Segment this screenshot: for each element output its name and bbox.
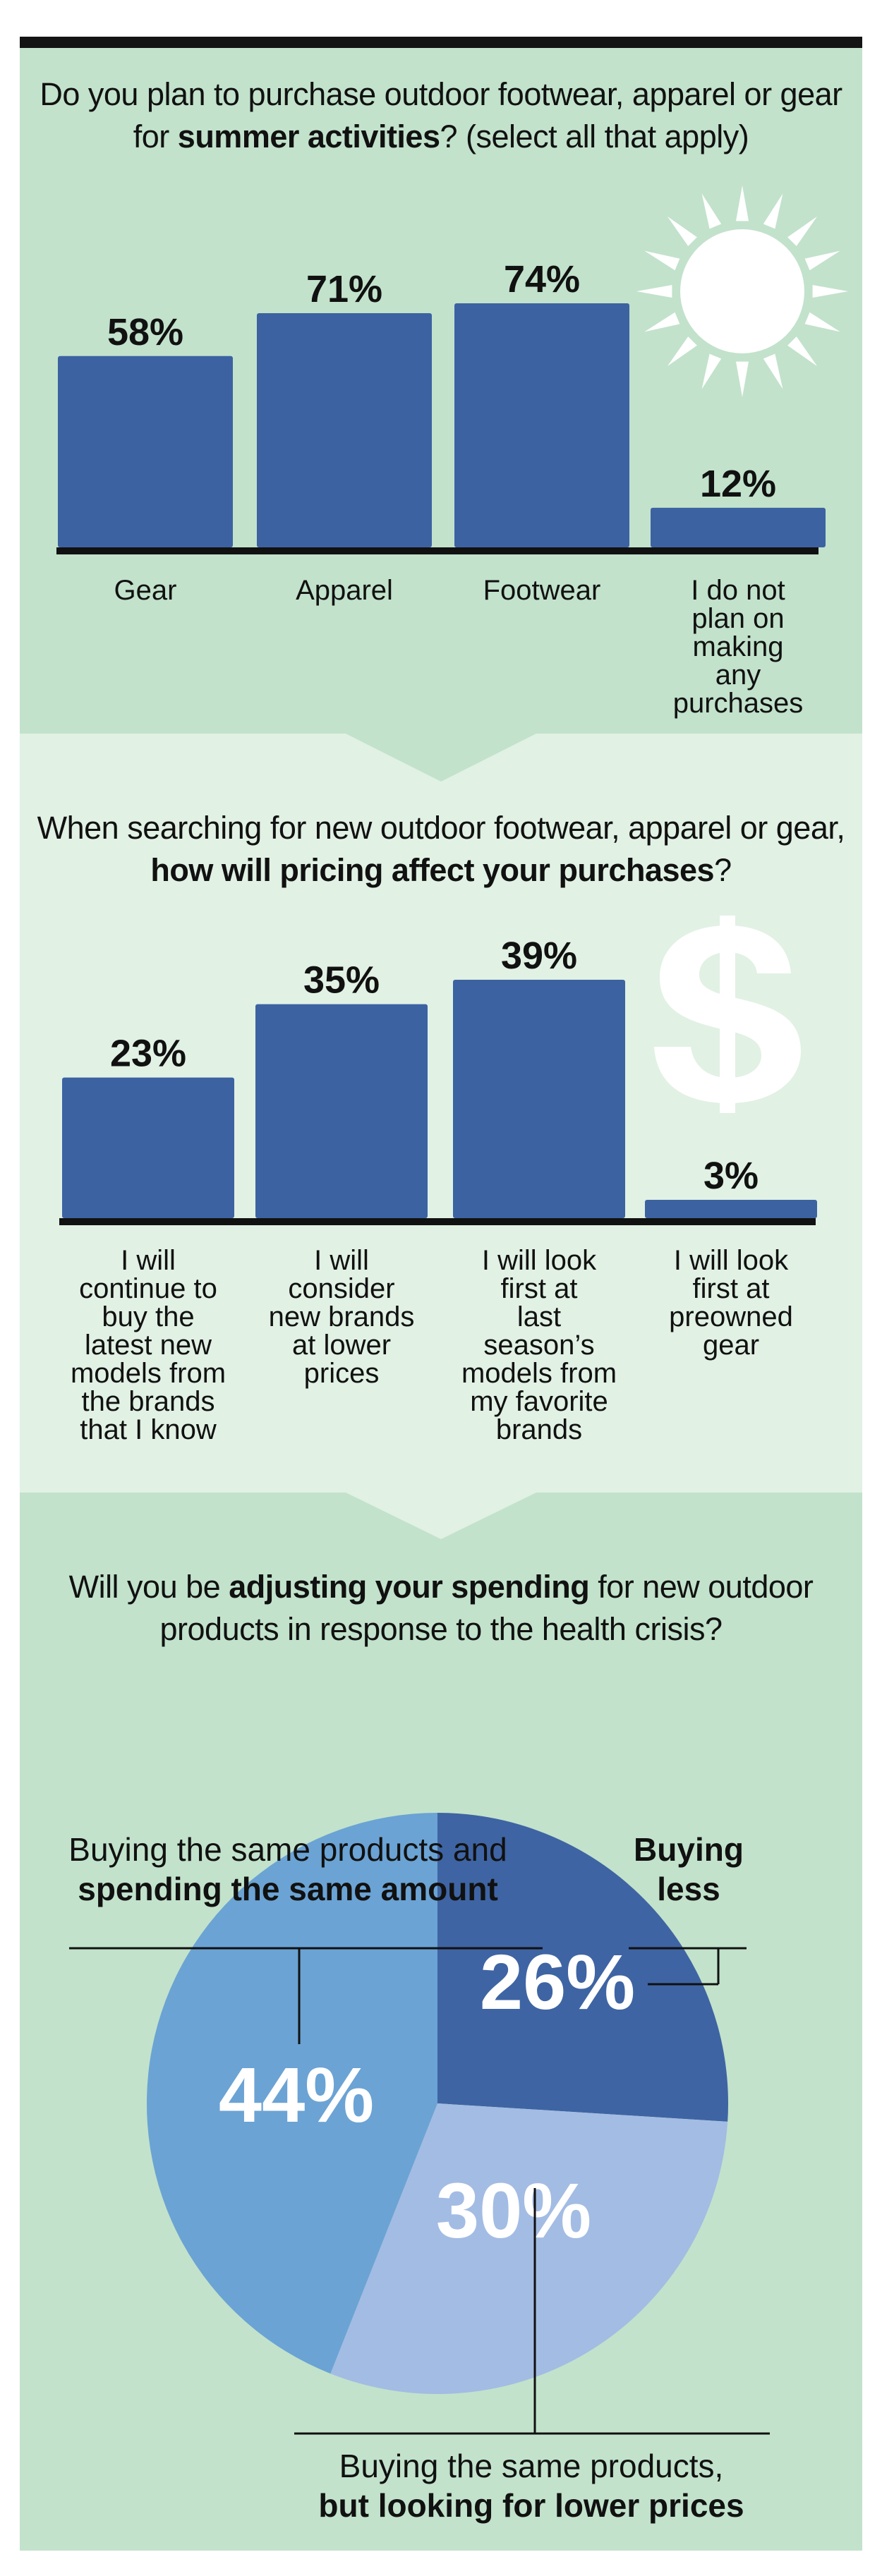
chart2-category-label-3-line-0: I will look [674,1245,789,1276]
chart2-value-label-1: 35% [303,959,380,1002]
chart2-bar-3 [645,1200,817,1218]
chart1-value-label-2: 74% [504,258,580,300]
chart2-category-label-2-line-6: brands [496,1414,582,1445]
chart2-category-label-0-line-2: buy the [102,1301,194,1332]
chart1-category-label-3-line-2: making [693,631,784,662]
chart1-title: Do you plan to purchase outdoor footwear… [40,76,842,154]
chart2-category-label-2-line-5: my favorite [470,1386,608,1417]
chart1-bar-2 [454,303,629,547]
chart1-bar-3 [651,507,826,547]
top-rule [20,37,862,48]
pie-value-label-0: 26% [480,1939,635,2026]
chart2-category-label-0-line-4: models from [71,1358,226,1389]
chart2-category-label-0-line-1: continue to [79,1273,217,1304]
sun-ray [644,250,680,271]
chart1-category-label-0-line-0: Gear [114,575,177,606]
panel1-arrow [346,734,536,782]
chart1-category-label-3-line-1: plan on [691,603,784,634]
chart1-axis [56,547,818,554]
sun-ray [787,336,818,367]
chart1-category-label-3-line-3: any [715,660,761,691]
chart1-value-label-3: 12% [700,463,776,505]
chart1-bar-1 [257,313,432,547]
pricing-panel: When searching for new outdoor footwear,… [20,734,862,1493]
sun-ray [804,312,840,332]
chart2-bar-2 [453,980,625,1218]
pie-value-label-2: 44% [219,2052,374,2139]
chart2-category-label-0-line-6: that I know [80,1414,217,1445]
sun-ray [701,193,722,229]
chart2-category-label-2-line-3: season’s [483,1330,594,1361]
panel2-arrow [346,1493,536,1539]
chart2-value-label-3: 3% [703,1155,759,1197]
chart2-category-label-3-line-1: first at [693,1273,770,1304]
chart2-category-label-0-line-3: latest new [85,1330,212,1361]
chart2-category-label-2-line-4: models from [461,1358,617,1389]
chart2-bar-0 [62,1077,234,1218]
chart2-value-label-0: 23% [110,1033,186,1075]
chart2-category-label-3-line-3: gear [703,1330,759,1361]
chart2-category-label-1-line-3: at lower [292,1330,391,1361]
sun-ray [812,285,848,298]
sun-icon [636,186,848,397]
chart2-category-label-1-line-4: prices [304,1358,380,1389]
sun-ray [667,216,697,246]
chart2-title: When searching for new outdoor footwear,… [37,810,845,888]
chart3-title: Will you be adjusting your spending for … [68,1569,814,1647]
sun-ray [667,336,697,367]
sun-ray [763,353,783,389]
pie-slice-2 [146,1813,438,2374]
chart2-category-label-3-line-2: preowned [669,1301,793,1332]
chart2-category-label-1-line-1: consider [288,1273,394,1304]
chart2-axis [59,1218,816,1225]
chart1-category-label-3-line-4: purchases [673,688,804,719]
dollar-icon [654,916,801,1113]
chart1-bar-0 [58,356,233,547]
sun-ray [787,216,818,246]
chart2-category-label-2-line-1: first at [501,1273,578,1304]
chart1-value-label-0: 58% [107,311,183,353]
summer-purchases-panel: Do you plan to purchase outdoor footwear… [20,48,862,734]
chart1-category-label-3-line-0: I do not [691,575,785,606]
chart2-category-label-2-line-2: last [517,1301,561,1332]
chart2-category-label-0-line-0: I will [121,1245,176,1276]
sun-ray [644,312,680,332]
callout-same-amount: Buying the same products and spending th… [68,1831,507,1907]
chart1-category-label-1-line-0: Apparel [296,575,393,606]
chart2-category-label-1-line-0: I will [314,1245,369,1276]
chart2-category-label-2-line-0: I will look [482,1245,597,1276]
spending-pie-chart: 26% 30% 44% [69,1813,770,2435]
chart2-bar-1 [255,1004,428,1218]
chart1-value-label-1: 71% [306,268,382,310]
sun-ray [763,193,783,229]
sun-ray [736,186,749,221]
pie-slice-0 [437,1813,729,2122]
callout-buying-less: Buying less [634,1831,744,1907]
callout-lower-prices: Buying the same products, but looking fo… [318,2448,744,2524]
sun-ray [736,361,749,397]
sun-ray [804,250,840,271]
pie-slice-1 [330,2103,728,2395]
chart1-category-label-2-line-0: Footwear [483,575,601,606]
sun-ray [701,353,722,389]
pie-value-label-1: 30% [436,2168,591,2254]
spending-panel: Will you be adjusting your spending for … [20,1493,862,2551]
chart2-category-label-0-line-5: the brands [81,1386,215,1417]
chart2-category-label-1-line-2: new brands [269,1301,415,1332]
sun-ray [636,285,672,298]
chart2-value-label-2: 39% [501,935,577,977]
